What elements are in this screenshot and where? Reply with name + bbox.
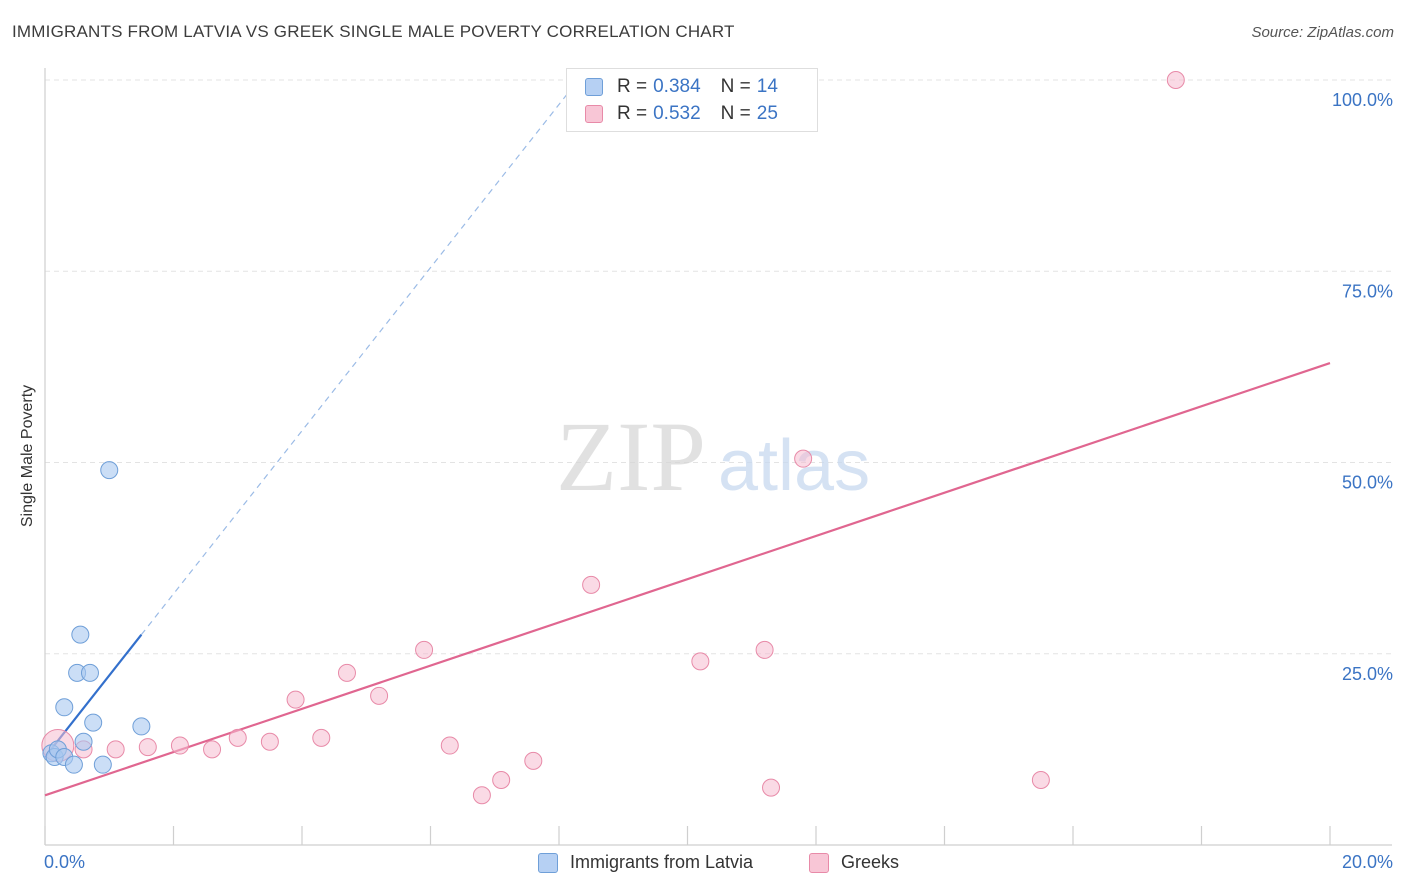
legend-label-latvia: Immigrants from Latvia	[570, 852, 754, 872]
y-tick-label: 25.0%	[1342, 664, 1393, 684]
y-tick-label: 100.0%	[1332, 90, 1393, 110]
greeks-point	[260, 732, 279, 751]
tick-labels: 25.0% 50.0% 75.0% 100.0% 0.0% 20.0%	[44, 90, 1393, 872]
latvia-swatch	[585, 78, 603, 96]
latvia-point	[74, 732, 93, 751]
greeks-point	[492, 770, 511, 789]
greeks-point	[370, 686, 389, 705]
watermark-atlas: atlas	[718, 426, 870, 506]
greeks-legend-swatch	[809, 852, 829, 873]
greeks-point	[472, 786, 491, 805]
series-legend: Immigrants from Latvia Greeks	[0, 852, 1406, 878]
greeks-point	[228, 728, 247, 747]
greeks-point	[440, 736, 459, 755]
greeks-trend-line	[44, 362, 1331, 797]
greeks-point	[337, 663, 356, 682]
n-label: N =	[720, 103, 751, 124]
greeks-point	[762, 778, 781, 797]
watermark-zip: ZIP	[556, 401, 706, 512]
greeks-point	[170, 736, 189, 755]
source-label: Source: ZipAtlas.com	[1251, 24, 1394, 41]
greeks-point	[138, 738, 157, 757]
greeks-point	[524, 751, 543, 770]
n-value: 25	[756, 103, 778, 124]
data-points	[41, 71, 1185, 805]
greeks-point	[415, 640, 434, 659]
r-value: 0.532	[653, 103, 701, 124]
greeks-point	[203, 740, 222, 759]
r-value: 0.384	[653, 76, 701, 97]
r-label: R =	[617, 76, 648, 97]
latvia-point	[93, 755, 112, 774]
y-tick-label: 75.0%	[1342, 281, 1393, 301]
greeks-point	[312, 728, 331, 747]
stats-legend-row-greeks: R = 0.532 N = 25	[585, 101, 778, 127]
legend-label-greeks: Greeks	[841, 852, 900, 872]
legend-item-latvia[interactable]: Immigrants from Latvia	[538, 852, 753, 873]
latvia-point	[132, 717, 151, 736]
axes	[44, 68, 1392, 846]
greeks-point	[286, 690, 305, 709]
greeks-point	[106, 740, 125, 759]
greeks-point	[691, 652, 710, 671]
chart-title: IMMIGRANTS FROM LATVIA VS GREEK SINGLE M…	[12, 22, 735, 41]
greeks-point	[1166, 71, 1185, 89]
x-tick-label-min: 0.0%	[44, 852, 85, 872]
latvia-point	[55, 698, 74, 717]
n-label: N =	[720, 76, 751, 97]
legend-item-greeks[interactable]: Greeks	[809, 852, 899, 873]
latvia-point	[80, 663, 99, 682]
latvia-point	[84, 713, 103, 732]
greeks-point	[582, 575, 601, 594]
latvia-trend-dashed	[140, 79, 579, 636]
stats-legend-row-latvia: R = 0.384 N = 14	[585, 74, 778, 100]
watermark: ZIP atlas	[556, 401, 870, 512]
greeks-point	[1031, 770, 1050, 789]
n-value: 14	[756, 76, 778, 97]
latvia-point	[71, 625, 90, 644]
greeks-point	[755, 640, 774, 659]
latvia-point	[64, 755, 83, 774]
greeks-swatch	[585, 105, 603, 123]
x-tick-label-max: 20.0%	[1342, 852, 1393, 872]
greeks-point	[794, 449, 813, 468]
y-tick-label: 50.0%	[1342, 473, 1393, 493]
latvia-legend-swatch	[538, 852, 558, 873]
r-label: R =	[617, 103, 648, 124]
latvia-point	[100, 461, 119, 480]
stats-legend: R = 0.384 N = 14 R = 0.532 N = 25	[566, 68, 818, 132]
